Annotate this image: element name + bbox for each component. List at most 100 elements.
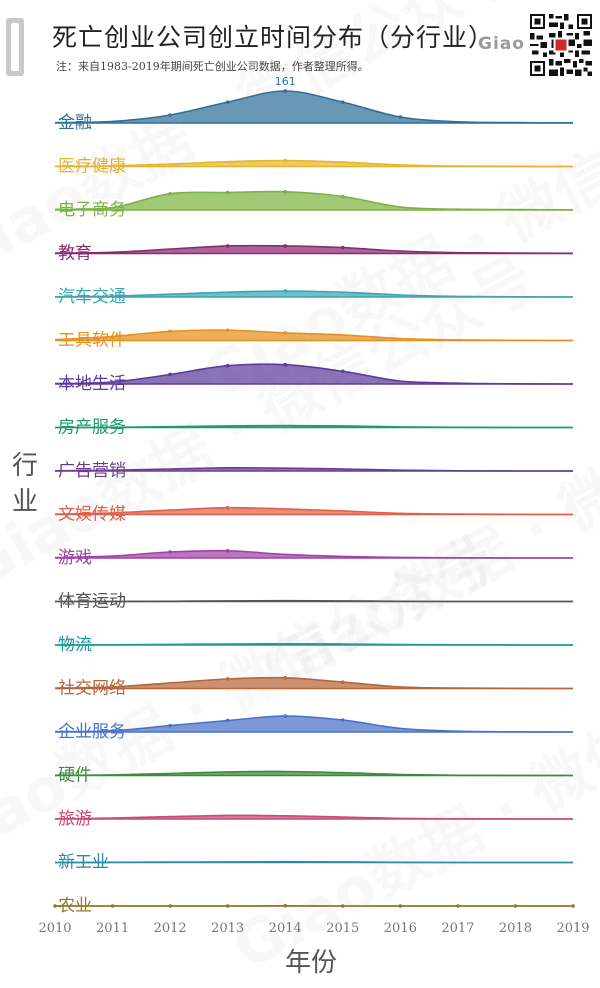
x-tick-label: 2015 (326, 921, 359, 936)
chart-title: 死亡创业公司创立时间分布（分行业） (52, 23, 495, 52)
ridge-series-9: 广告营销 (54, 461, 573, 481)
data-point (283, 289, 288, 293)
data-point (340, 194, 345, 199)
chart-note: 注：来自1983-2019年期间死亡创业公司数据，作者整理所得。 (56, 60, 369, 73)
data-point (225, 677, 230, 681)
series-label: 医疗健康 (58, 157, 126, 177)
x-tick-label: 2011 (96, 921, 129, 936)
series-label: 工具软件 (58, 331, 126, 351)
data-point (571, 904, 575, 908)
data-point (225, 190, 230, 195)
data-point (283, 89, 288, 93)
series-label: 本地生活 (58, 374, 126, 394)
data-point (283, 904, 288, 908)
data-point (283, 331, 288, 335)
ridge-series-10: 文娱传媒 (54, 505, 574, 525)
x-tick-label: 2012 (154, 921, 187, 936)
data-point (340, 100, 345, 104)
series-label: 社交网络 (58, 679, 126, 699)
data-point (283, 189, 288, 194)
x-tick-label: 2018 (499, 921, 532, 936)
x-tick-label: 2019 (556, 921, 589, 936)
ridge-series-4: 教育 (54, 244, 574, 264)
ridge-area (55, 330, 573, 341)
series-label: 新工业 (58, 853, 109, 873)
x-tick-label: 2010 (38, 921, 71, 936)
ridge-series-1: 金融 (54, 89, 574, 133)
series-label: 硬件 (58, 766, 92, 786)
ridge-series-17: 旅游 (54, 809, 573, 829)
data-point (283, 714, 288, 718)
peak-value-label: 161 (275, 75, 296, 88)
data-point (283, 158, 288, 163)
ridge-area (55, 291, 573, 297)
ridge-series-6: 工具软件 (54, 328, 574, 351)
ridge-area (55, 245, 573, 254)
x-tick-label: 2014 (269, 921, 302, 936)
series-label: 体育运动 (58, 592, 126, 612)
data-point (225, 718, 230, 723)
ridge-series-7: 本地生活 (54, 362, 574, 394)
data-point (168, 329, 172, 334)
series-label: 农业 (58, 896, 92, 916)
ridge-series-2: 医疗健康 (54, 157, 574, 177)
ridge-area (55, 191, 573, 210)
ridge-series-18: 新工业 (54, 853, 573, 873)
data-point (168, 550, 172, 554)
x-tick-label: 2016 (384, 921, 417, 936)
data-point (225, 904, 230, 908)
data-point (168, 372, 172, 377)
data-point (225, 100, 230, 104)
data-point (168, 191, 172, 196)
brand-logo-text: Giao (478, 34, 525, 54)
data-point (225, 549, 230, 553)
series-label: 广告营销 (58, 461, 126, 481)
ridge-series-16: 硬件 (54, 766, 573, 786)
data-point (283, 362, 288, 367)
series-label: 旅游 (58, 809, 92, 829)
ridge-series-19: 农业 (53, 896, 575, 916)
x-tick-label: 2017 (441, 921, 474, 936)
ridge-series-8: 房产服务 (54, 418, 573, 438)
ridge-series-14: 社交网络 (54, 675, 574, 699)
x-axis-title: 年份 (285, 948, 337, 978)
data-point (168, 723, 172, 728)
data-point (225, 505, 230, 510)
data-point (53, 904, 57, 908)
series-label: 汽车交通 (58, 287, 126, 307)
data-point (168, 904, 172, 908)
data-point (398, 115, 403, 119)
data-point (110, 904, 115, 908)
ridge-series-12: 体育运动 (55, 592, 573, 612)
data-point (513, 904, 518, 908)
ridge-area (55, 716, 573, 732)
ridge-area (55, 364, 573, 384)
series-label: 教育 (58, 244, 92, 264)
series-label: 文娱传媒 (58, 505, 126, 525)
y-axis-title: 业 (12, 487, 38, 517)
data-point (168, 113, 172, 117)
series-label: 金融 (58, 113, 92, 133)
ridge-area (55, 160, 573, 167)
ridge-series-13: 物流 (54, 635, 573, 655)
data-point (340, 718, 345, 722)
ridge-area (55, 507, 573, 515)
ridge-area (55, 550, 573, 558)
ridge-series-5: 汽车交通 (54, 287, 574, 307)
ridge-series-11: 游戏 (54, 548, 573, 568)
data-point (225, 363, 230, 368)
data-point (225, 244, 230, 248)
ridge-series-15: 企业服务 (54, 714, 574, 742)
data-point (340, 369, 345, 374)
qr-code-icon (530, 14, 592, 76)
ridge-area (55, 91, 573, 123)
series-label: 电子商务 (58, 200, 126, 220)
y-axis-title: 行 (12, 451, 38, 481)
ridge-area (55, 677, 573, 689)
ridge-area (55, 771, 573, 776)
series-label: 房产服务 (58, 418, 126, 438)
x-tick-label: 2013 (211, 921, 244, 936)
data-point (340, 245, 345, 250)
ridge-series-3: 电子商务 (54, 189, 574, 220)
